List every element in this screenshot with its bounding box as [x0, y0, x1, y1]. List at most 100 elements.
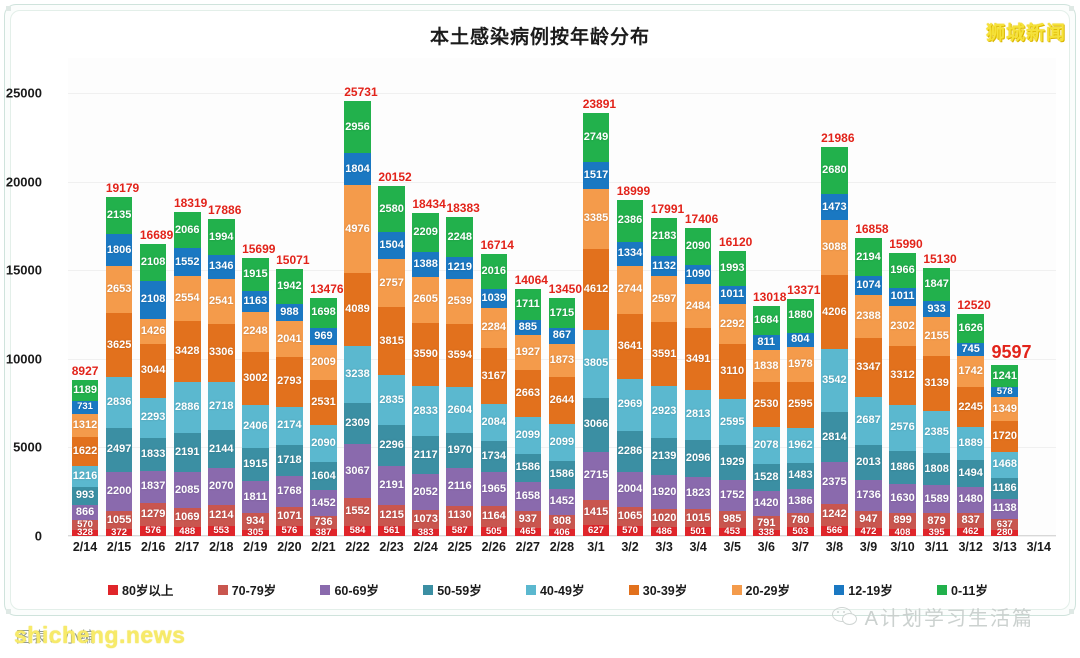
bar-segment-20-29岁[interactable]: 2554: [173, 275, 201, 321]
bar-column[interactable]: 501 1015 1823 2096 2813 3491 2484 1090 2090 17406: [681, 58, 718, 536]
bar-segment-80岁以上[interactable]: 305: [242, 528, 269, 537]
bar-segment-0-11岁[interactable]: 1189: [71, 379, 99, 401]
bar-segment-60-69岁[interactable]: 1630: [889, 484, 916, 513]
bar-segment-60-69岁[interactable]: 2375: [821, 461, 848, 504]
legend-item-0-11岁[interactable]: 0-11岁: [937, 580, 988, 599]
bar-segment-20-29岁[interactable]: 2388: [855, 295, 882, 338]
bar-segment-12-19岁[interactable]: 1219: [446, 257, 473, 279]
bar-segment-20-29岁[interactable]: 1426: [139, 318, 167, 344]
bar-segment-30-39岁[interactable]: 1622: [71, 436, 99, 466]
bar-column[interactable]: 566 1242 2375 2814 3542 4206 3088 1473 2680 21986: [817, 58, 855, 536]
bar-segment-30-39岁[interactable]: 3591: [650, 322, 678, 386]
bar-segment-40-49岁[interactable]: 2084: [480, 404, 508, 441]
bar-segment-0-11岁[interactable]: 2108: [139, 243, 167, 282]
bar-segment-70-79岁[interactable]: 808: [548, 514, 576, 529]
bar-segment-50-59岁[interactable]: 2139: [650, 437, 678, 476]
bar-segment-12-19岁[interactable]: 1346: [208, 254, 235, 279]
bar-segment-20-29岁[interactable]: 1838: [753, 349, 780, 383]
bar-segment-20-29岁[interactable]: 3385: [582, 188, 610, 249]
bar-segment-50-59岁[interactable]: 1483: [787, 462, 814, 489]
bar-segment-30-39岁[interactable]: 3641: [616, 314, 644, 379]
bar-segment-70-79岁[interactable]: 1071: [276, 506, 303, 526]
bar-segment-30-39岁[interactable]: 4612: [582, 248, 610, 331]
bar-column[interactable]: 453 985 1752 1929 2595 3110 2292 1011 1993 16120: [715, 58, 752, 536]
bar-segment-40-49岁[interactable]: 2099: [548, 423, 576, 461]
bar-segment-30-39岁[interactable]: 4206: [821, 275, 848, 350]
bar-column[interactable]: 503 780 1386 1483 1962 2595 1978 804 1880 13371: [783, 58, 820, 536]
bar-segment-20-29岁[interactable]: 2484: [684, 284, 712, 329]
bar-segment-80岁以上[interactable]: 338: [753, 528, 780, 537]
bar-segment-80岁以上[interactable]: 406: [548, 528, 576, 537]
bar-segment-60-69岁[interactable]: 1452: [310, 490, 337, 517]
bar-segment-70-79岁[interactable]: 1215: [378, 504, 405, 527]
bar-segment-0-11岁[interactable]: 1993: [718, 250, 746, 286]
bar-segment-70-79岁[interactable]: 1552: [344, 498, 371, 526]
bar-segment-50-59岁[interactable]: 2144: [208, 430, 235, 469]
bar-segment-20-29岁[interactable]: 1978: [787, 346, 814, 382]
bar-segment-40-49岁[interactable]: 3238: [344, 345, 371, 404]
bar-segment-12-19岁[interactable]: 811: [753, 335, 780, 350]
bar-segment-20-29岁[interactable]: 2284: [480, 307, 508, 349]
bar-segment-80岁以上[interactable]: 566: [821, 525, 848, 536]
bar-segment-60-69岁[interactable]: 1965: [480, 471, 508, 507]
bar-segment-12-19岁[interactable]: 969: [310, 327, 337, 345]
bar-segment-40-49岁[interactable]: 2078: [753, 427, 780, 464]
bar-segment-80岁以上[interactable]: 587: [446, 525, 473, 536]
bar-column[interactable]: 570 1065 2004 2286 2969 3641 2744 1334 2386 18999: [613, 58, 650, 536]
bar-segment-80岁以上[interactable]: 472: [855, 527, 882, 536]
bar-segment-60-69岁[interactable]: 1480: [957, 486, 984, 514]
bar-segment-0-11岁[interactable]: 2016: [480, 253, 508, 290]
bar-segment-60-69岁[interactable]: 2200: [105, 471, 133, 511]
bar-segment-12-19岁[interactable]: 1163: [242, 291, 269, 312]
bar-segment-40-49岁[interactable]: 3542: [821, 349, 848, 413]
bar-segment-80岁以上[interactable]: 453: [718, 527, 746, 536]
bar-segment-12-19岁[interactable]: 578: [991, 387, 1018, 398]
bar-segment-80岁以上[interactable]: 584: [344, 525, 371, 536]
bar-segment-60-69岁[interactable]: 3067: [344, 443, 371, 499]
legend-item-40-49岁[interactable]: 40-49岁: [525, 580, 584, 599]
bar-segment-40-49岁[interactable]: 2604: [446, 387, 473, 434]
bar-segment-70-79岁[interactable]: 1020: [650, 509, 678, 528]
bar-segment-12-19岁[interactable]: 1074: [855, 276, 882, 296]
bar-segment-40-49岁[interactable]: 2099: [514, 416, 542, 454]
bar-segment-70-79岁[interactable]: 937: [514, 511, 542, 528]
bar-segment-20-29岁[interactable]: 1742: [957, 356, 984, 388]
bar-segment-80岁以上[interactable]: 465: [514, 527, 542, 536]
bar-segment-30-39岁[interactable]: 2793: [276, 357, 303, 407]
bar-segment-50-59岁[interactable]: 1586: [514, 453, 542, 482]
bar-segment-60-69岁[interactable]: 1920: [650, 475, 678, 510]
bar-segment-70-79岁[interactable]: 1242: [821, 504, 848, 526]
bar-segment-80岁以上[interactable]: 387: [310, 528, 337, 537]
bar-segment-40-49岁[interactable]: 2385: [923, 411, 950, 454]
bar-segment-60-69岁[interactable]: 1837: [139, 470, 167, 504]
bar-column[interactable]: 553 1214 2070 2144 2718 3306 2541 1346 1994 17886: [204, 58, 241, 536]
bar-column[interactable]: 328 570 866 993 1216 1622 1312 731 1189 8927: [68, 58, 102, 537]
bar-column[interactable]: 561 1215 2191 2296 2835 3815 2757 1504 2580 20152: [375, 58, 412, 536]
bar-segment-50-59岁[interactable]: 1833: [139, 438, 167, 471]
bar-segment-0-11岁[interactable]: 2194: [855, 237, 882, 277]
bar-column[interactable]: 465 937 1658 1586 2099 2663 1927 885 1711 14064: [511, 58, 548, 536]
bar-segment-70-79岁[interactable]: 780: [787, 513, 814, 528]
bar-segment-60-69岁[interactable]: 1752: [718, 479, 746, 511]
bar-segment-12-19岁[interactable]: 804: [787, 332, 814, 347]
bar-column[interactable]: 505 1164 1965 1734 2084 3167 2284 1039 2016 16714: [477, 58, 514, 536]
bar-segment-40-49岁[interactable]: 2174: [276, 406, 303, 446]
bar-column[interactable]: 584 1552 3067 2309 3238 4089 4976 1804 2956 25731: [341, 58, 378, 536]
bar-segment-80岁以上[interactable]: 503: [787, 527, 814, 536]
bar-segment-12-19岁[interactable]: 885: [514, 319, 542, 336]
bar-segment-80岁以上[interactable]: 328: [71, 528, 99, 537]
bar-segment-50-59岁[interactable]: 993: [71, 487, 99, 505]
bar-segment-30-39岁[interactable]: 3167: [480, 348, 508, 405]
bar-segment-40-49岁[interactable]: 2406: [242, 404, 269, 448]
bar-segment-20-29岁[interactable]: 2744: [616, 265, 644, 315]
bar-segment-50-59岁[interactable]: 1886: [889, 450, 916, 485]
bar-segment-50-59岁[interactable]: 1494: [957, 460, 984, 487]
legend-item-12-19岁[interactable]: 12-19岁: [834, 580, 893, 599]
bar-segment-70-79岁[interactable]: 1214: [208, 504, 235, 527]
bar-segment-40-49岁[interactable]: 2813: [684, 390, 712, 440]
bar-segment-30-39岁[interactable]: 2530: [753, 382, 780, 428]
bar-segment-0-11岁[interactable]: 1942: [276, 269, 303, 304]
bar-segment-12-19岁[interactable]: 2108: [139, 281, 167, 319]
bar-segment-70-79岁[interactable]: 1055: [105, 510, 133, 530]
bar-segment-60-69岁[interactable]: 1386: [787, 488, 814, 514]
